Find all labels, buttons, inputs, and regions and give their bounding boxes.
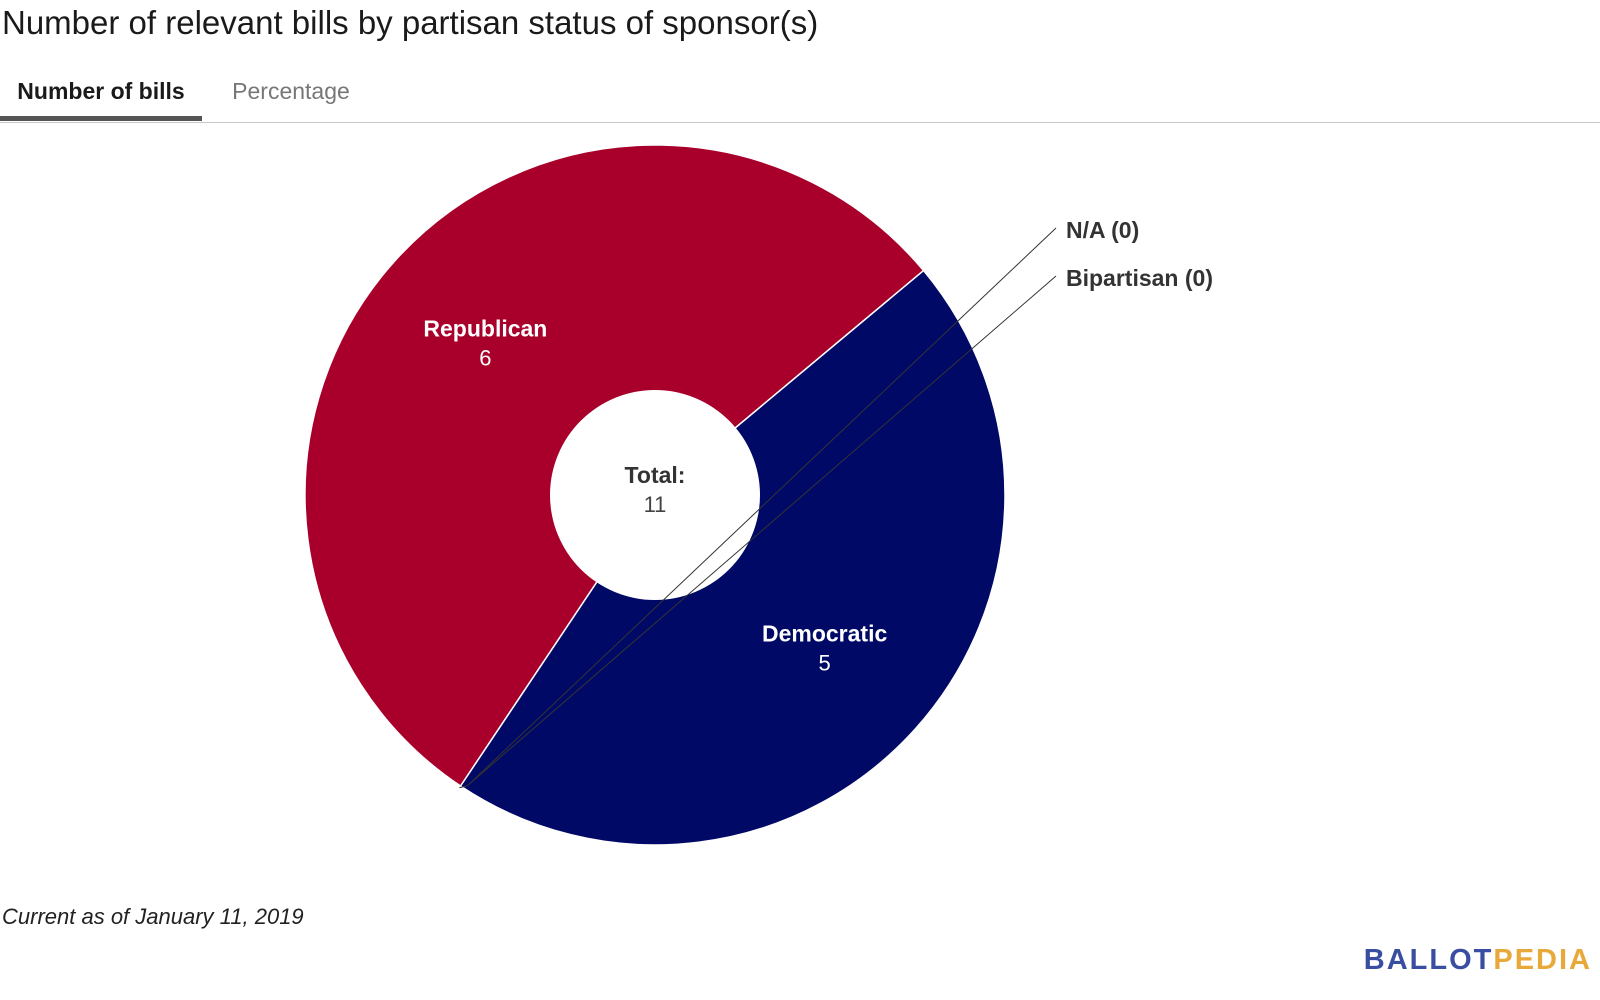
leader-line-1: [459, 275, 1057, 789]
outside-label-0: N/A (0): [1066, 217, 1139, 243]
center-total-value: 11: [644, 492, 667, 517]
slice-value-democratic: 5: [818, 650, 830, 675]
tab-bar: Number of bills Percentage: [0, 70, 1600, 123]
outside-label-1: Bipartisan (0): [1066, 265, 1213, 291]
footnote: Current as of January 11, 2019: [2, 904, 304, 929]
logo-part-ballot: BALLOT: [1363, 944, 1494, 976]
chart-title: Number of relevant bills by partisan sta…: [2, 4, 819, 41]
ballotpedia-logo[interactable]: BALLOTPEDIA: [1364, 944, 1592, 977]
donut-hole: [550, 390, 760, 600]
leader-lines: [459, 227, 1057, 789]
slice-label-republican: Republican: [423, 316, 547, 342]
center-total-label: Total:: [625, 462, 686, 488]
slice-label-democratic: Democratic: [762, 620, 887, 646]
logo-part-pedia: PEDIA: [1493, 944, 1592, 976]
tab-number-of-bills[interactable]: Number of bills: [0, 70, 202, 121]
slice-value-republican: 6: [479, 346, 491, 371]
tab-percentage[interactable]: Percentage: [232, 78, 350, 104]
chart-labels: Republican 6 Democratic 5 Total: 11 N/A (0) Bip…: [423, 217, 1213, 675]
